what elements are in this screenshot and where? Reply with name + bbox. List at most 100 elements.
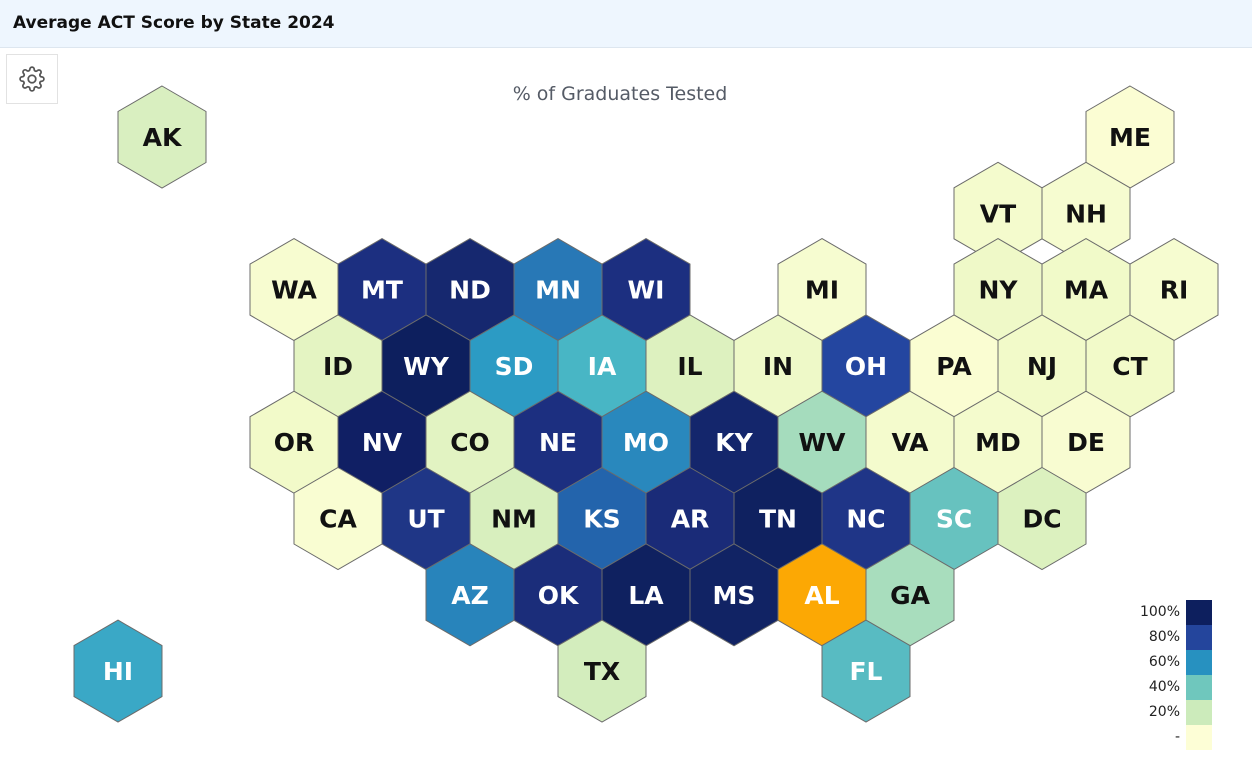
legend-swatch — [1186, 650, 1212, 675]
legend-row: 20% — [1130, 700, 1220, 725]
state-hex-ct[interactable]: CT — [1085, 314, 1175, 418]
state-label: MO — [623, 428, 669, 457]
state-label: WA — [271, 276, 317, 305]
map-title: % of Graduates Tested — [512, 83, 728, 105]
state-label: AR — [671, 505, 710, 534]
state-hex-dc[interactable]: DC — [997, 466, 1087, 571]
state-hex-nh[interactable]: NH — [1041, 161, 1131, 265]
state-label: MI — [805, 276, 839, 305]
state-hex-fl[interactable]: FL — [821, 619, 911, 723]
gear-icon — [19, 66, 45, 92]
state-label: IL — [677, 352, 702, 381]
state-hex-nm[interactable]: NM — [469, 466, 559, 571]
state-label: TN — [759, 505, 797, 534]
state-label: OR — [274, 428, 315, 457]
state-label: CO — [450, 428, 490, 457]
state-label: MA — [1064, 276, 1109, 305]
state-hex-me[interactable]: ME — [1085, 85, 1175, 189]
state-hex-nc[interactable]: NC — [821, 466, 911, 571]
legend-label: 40% — [1148, 679, 1180, 695]
state-label: ME — [1109, 123, 1151, 152]
legend-swatch — [1186, 625, 1212, 650]
state-hex-de[interactable]: DE — [1041, 390, 1131, 494]
state-label: MD — [975, 428, 1021, 457]
state-label: WY — [403, 352, 450, 381]
color-legend: 100% 80% 60% 40% 20% - — [1130, 600, 1220, 755]
legend-swatch — [1186, 700, 1212, 725]
state-hex-tx[interactable]: TX — [557, 619, 647, 723]
legend-row: - — [1130, 725, 1220, 750]
settings-button[interactable] — [6, 54, 58, 104]
state-label: FL — [849, 657, 882, 686]
state-label: MS — [713, 581, 756, 610]
state-label: TX — [584, 657, 620, 686]
header-bar: Average ACT Score by State 2024 — [0, 0, 1252, 48]
legend-label: 100% — [1139, 604, 1180, 620]
state-label: ID — [323, 352, 353, 381]
state-hex-il[interactable]: IL — [645, 314, 735, 418]
state-hex-pa[interactable]: PA — [909, 314, 999, 418]
legend-row: 80% — [1130, 625, 1220, 650]
state-hex-wa[interactable]: WA — [249, 238, 339, 342]
state-hex-sd[interactable]: SD — [469, 314, 559, 418]
state-hex-shape[interactable] — [821, 619, 911, 723]
legend-swatch — [1186, 725, 1212, 750]
state-label: DC — [1022, 505, 1061, 534]
state-label: CA — [319, 505, 357, 534]
state-label: NV — [362, 428, 403, 457]
state-label: IA — [588, 352, 617, 381]
state-label: NE — [539, 428, 577, 457]
state-label: OH — [845, 352, 887, 381]
state-hex-shape[interactable] — [997, 466, 1087, 571]
state-hex-ga[interactable]: GA — [865, 543, 955, 647]
legend-label: 60% — [1148, 654, 1180, 670]
state-label: AL — [804, 581, 839, 610]
state-hex-wy[interactable]: WY — [381, 314, 471, 418]
state-label: AZ — [451, 581, 488, 610]
legend-label: 20% — [1148, 704, 1180, 720]
state-hex-wi[interactable]: WI — [601, 238, 691, 342]
legend-label: - — [1174, 729, 1180, 745]
state-hex-shape[interactable] — [117, 85, 207, 189]
state-hex-ak[interactable]: AK — [117, 85, 207, 189]
state-label: PA — [936, 352, 972, 381]
state-hex-nj[interactable]: NJ — [997, 314, 1087, 418]
state-hex-shape[interactable] — [557, 619, 647, 723]
state-hex-id[interactable]: ID — [293, 314, 383, 418]
state-label: NC — [846, 505, 885, 534]
state-label: VT — [980, 199, 1016, 228]
legend-row: 40% — [1130, 675, 1220, 700]
state-label: ND — [449, 276, 491, 305]
state-label: KY — [715, 428, 753, 457]
state-label: IN — [763, 352, 793, 381]
state-hex-shape[interactable] — [73, 619, 163, 723]
state-label: MT — [361, 276, 403, 305]
state-hex-ne[interactable]: NE — [513, 390, 603, 494]
state-hex-ks[interactable]: KS — [557, 466, 647, 571]
state-hex-ny[interactable]: NY — [953, 238, 1043, 342]
state-label: SC — [936, 505, 972, 534]
state-label: MN — [535, 276, 581, 305]
page-title: Average ACT Score by State 2024 — [13, 13, 335, 33]
state-hex-vt[interactable]: VT — [953, 161, 1043, 265]
legend-swatch — [1186, 675, 1212, 700]
state-hex-ar[interactable]: AR — [645, 466, 735, 571]
state-hex-sc[interactable]: SC — [909, 466, 999, 571]
state-hex-ms[interactable]: MS — [689, 543, 779, 647]
state-label: NJ — [1027, 352, 1057, 381]
state-label: LA — [628, 581, 664, 610]
state-label: DE — [1067, 428, 1105, 457]
state-label: KS — [583, 505, 620, 534]
state-label: RI — [1160, 276, 1189, 305]
legend-row: 100% — [1130, 600, 1220, 625]
state-hex-mi[interactable]: MI — [777, 238, 867, 342]
state-label: GA — [890, 581, 931, 610]
state-label: WI — [628, 276, 665, 305]
state-hex-in[interactable]: IN — [733, 314, 823, 418]
state-label: WV — [799, 428, 847, 457]
state-hex-ri[interactable]: RI — [1129, 238, 1219, 342]
state-hex-hi[interactable]: HI — [73, 619, 163, 723]
state-hex-mn[interactable]: MN — [513, 238, 603, 342]
state-hex-mt[interactable]: MT — [337, 238, 427, 342]
